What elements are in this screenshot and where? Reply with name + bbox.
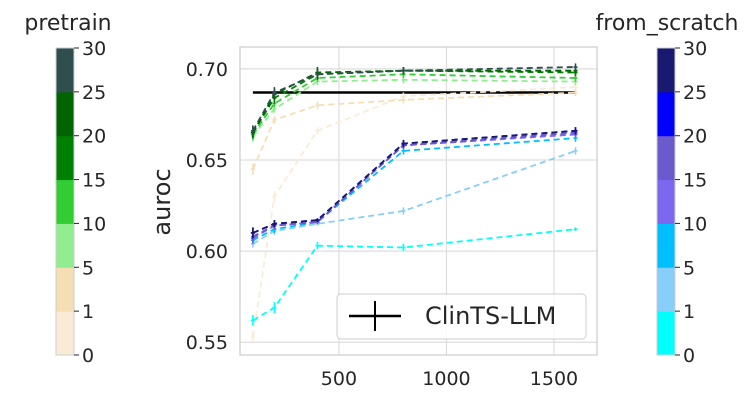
colorbar-tick-label: 10 <box>683 213 707 235</box>
colorbar-cell <box>657 267 675 312</box>
colorbar-pretrain-title: pretrain <box>24 11 111 36</box>
colorbar-from-scratch-title: from_scratch <box>596 11 739 36</box>
colorbar-cell <box>657 223 675 268</box>
series-from_scratch-30 <box>250 127 578 239</box>
colorbar-cell <box>657 91 675 137</box>
y-axis-ticks: 0.55 0.60 0.65 0.70 <box>186 59 228 354</box>
colorbar-cell <box>657 311 675 356</box>
colorbar-tick-label: 15 <box>82 170 106 192</box>
x-tick-label: 1500 <box>530 368 578 390</box>
legend-label: ClinTS-LLM <box>425 302 556 330</box>
colorbar-tick-label: 15 <box>683 170 707 192</box>
colorbar-tick-label: 0 <box>683 345 695 367</box>
series-line <box>252 91 576 170</box>
colorbar-cell <box>56 91 74 137</box>
colorbar-tick-label: 0 <box>82 345 94 367</box>
series-from_scratch-1 <box>250 227 578 326</box>
colorbar-tick-label: 20 <box>82 126 106 148</box>
y-tick-label: 0.70 <box>186 59 228 81</box>
series-line <box>252 129 576 234</box>
colorbar-tick-label: 5 <box>683 257 695 279</box>
series-pretrain-1 <box>250 88 578 175</box>
colorbar-tick-label: 1 <box>683 301 695 323</box>
colorbar-tick-label: 10 <box>82 213 106 235</box>
colorbar-cell <box>56 223 74 268</box>
colorbar-cell <box>56 48 74 93</box>
series-layer <box>250 63 578 343</box>
colorbar-tick-label: 30 <box>683 38 707 60</box>
colorbar-cell <box>56 179 74 224</box>
colorbar-cell <box>56 267 74 312</box>
colorbar-tick-label: 25 <box>683 82 707 104</box>
legend-box <box>336 293 587 340</box>
colorbar-tick-label: 25 <box>82 82 106 104</box>
y-axis-label: auroc <box>148 168 176 235</box>
colorbar-cell <box>56 311 74 356</box>
colorbar-tick-label: 1 <box>82 301 94 323</box>
colorbar-cell <box>657 48 675 93</box>
colorbar-tick-label: 20 <box>683 126 707 148</box>
series-pretrain-25 <box>250 63 578 137</box>
y-tick-label: 0.55 <box>186 332 228 354</box>
y-tick-label: 0.65 <box>186 150 228 172</box>
series-line <box>252 133 576 240</box>
colorbar-cell <box>657 135 675 181</box>
colorbar-cell <box>56 135 74 181</box>
colorbar-tick-label: 5 <box>82 257 94 279</box>
series-line <box>252 73 576 136</box>
x-tick-label: 500 <box>321 368 357 390</box>
colorbar-cell <box>657 179 675 224</box>
x-axis-ticks: 500 1000 1500 <box>321 368 578 390</box>
legend: ClinTS-LLM <box>336 293 587 340</box>
colorbar-tick-label: 30 <box>82 38 106 60</box>
y-tick-label: 0.60 <box>186 241 228 263</box>
x-tick-label: 1000 <box>422 368 470 390</box>
